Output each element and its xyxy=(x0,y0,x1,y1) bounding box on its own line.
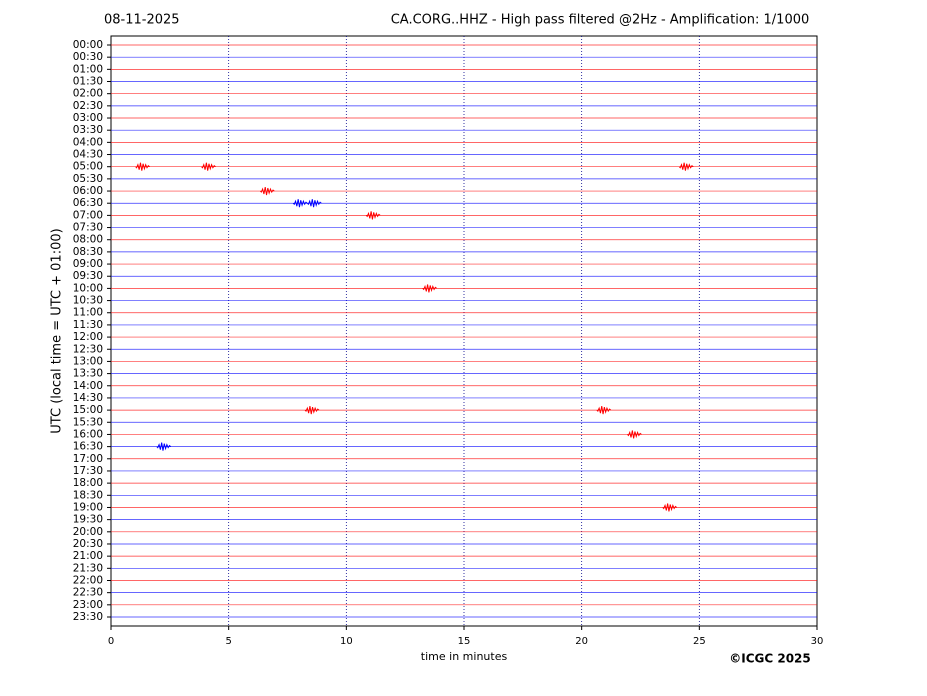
y-tick-label: 00:30 xyxy=(73,51,103,63)
y-tick-label: 01:00 xyxy=(73,63,103,75)
y-tick-label: 09:30 xyxy=(73,270,103,282)
y-tick-label: 16:30 xyxy=(73,441,103,453)
y-tick-label: 12:00 xyxy=(73,331,103,343)
y-tick-label: 10:00 xyxy=(73,282,103,294)
y-tick-label: 14:30 xyxy=(73,392,103,404)
y-tick-label: 17:00 xyxy=(73,453,103,465)
y-tick-label: 15:00 xyxy=(73,404,103,416)
seismic-event xyxy=(201,162,216,171)
y-tick-label: 05:30 xyxy=(73,173,103,185)
seismic-event xyxy=(135,162,150,171)
y-tick-label: 00:00 xyxy=(73,39,103,51)
y-tick-label: 16:00 xyxy=(73,428,103,440)
y-tick-label: 06:30 xyxy=(73,197,103,209)
x-tick-label: 20 xyxy=(575,636,588,647)
y-tick-label: 12:30 xyxy=(73,343,103,355)
y-tick-label: 13:00 xyxy=(73,355,103,367)
y-tick-label: 14:00 xyxy=(73,380,103,392)
y-tick-label: 23:30 xyxy=(73,611,103,623)
y-tick-label: 23:00 xyxy=(73,599,103,611)
x-axis-label: time in minutes xyxy=(421,650,508,663)
y-tick-label: 10:30 xyxy=(73,295,103,307)
x-tick-label: 25 xyxy=(693,636,706,647)
y-tick-label: 19:30 xyxy=(73,514,103,526)
x-tick-label: 5 xyxy=(225,636,231,647)
y-tick-label: 01:30 xyxy=(73,76,103,88)
y-tick-label: 20:00 xyxy=(73,526,103,538)
date: 08-11-2025 xyxy=(104,13,180,28)
y-tick-label: 02:00 xyxy=(73,88,103,100)
seismic-event xyxy=(292,199,308,208)
y-tick-label: 09:00 xyxy=(73,258,103,270)
copyright: ©ICGC 2025 xyxy=(729,652,811,666)
y-tick-label: 08:30 xyxy=(73,246,103,258)
x-tick-label: 0 xyxy=(108,636,114,647)
y-tick-label: 03:00 xyxy=(73,112,103,124)
y-tick-label: 04:00 xyxy=(73,136,103,148)
y-tick-label: 04:30 xyxy=(73,149,103,161)
y-tick-label: 17:30 xyxy=(73,465,103,477)
y-tick-label: 21:00 xyxy=(73,550,103,562)
seismic-event xyxy=(156,442,172,451)
seismic-event xyxy=(304,406,320,415)
y-tick-label: 03:30 xyxy=(73,124,103,136)
seismic-event xyxy=(259,186,275,196)
y-axis-label: UTC (local time = UTC + 01:00) xyxy=(50,228,65,433)
y-tick-label: 07:30 xyxy=(73,222,103,234)
x-tick-label: 10 xyxy=(340,636,353,647)
x-tick-label: 15 xyxy=(458,636,471,647)
y-tick-label: 18:00 xyxy=(73,477,103,489)
y-tick-label: 21:30 xyxy=(73,562,103,574)
y-tick-label: 22:00 xyxy=(73,574,103,586)
seismic-event xyxy=(365,211,381,220)
y-tick-label: 13:30 xyxy=(73,368,103,380)
seismic-event xyxy=(422,284,438,293)
y-tick-label: 18:30 xyxy=(73,489,103,501)
y-tick-label: 19:00 xyxy=(73,501,103,513)
y-tick-label: 05:00 xyxy=(73,161,103,173)
y-tick-label: 02:30 xyxy=(73,100,103,112)
y-tick-label: 11:00 xyxy=(73,307,103,319)
seismic-event xyxy=(678,162,694,171)
y-tick-label: 20:30 xyxy=(73,538,103,550)
seismic-event xyxy=(307,199,322,208)
chart-title: CA.CORG..HHZ - High pass filtered @2Hz -… xyxy=(391,13,810,28)
y-tick-label: 06:00 xyxy=(73,185,103,197)
seismic-event xyxy=(662,503,678,512)
y-tick-label: 22:30 xyxy=(73,587,103,599)
y-tick-label: 07:00 xyxy=(73,209,103,221)
seismic-event xyxy=(596,406,612,415)
y-tick-label: 15:30 xyxy=(73,416,103,428)
seismic-event xyxy=(627,430,642,439)
y-tick-label: 08:00 xyxy=(73,234,103,246)
x-tick-label: 30 xyxy=(811,636,824,647)
y-tick-label: 11:30 xyxy=(73,319,103,331)
